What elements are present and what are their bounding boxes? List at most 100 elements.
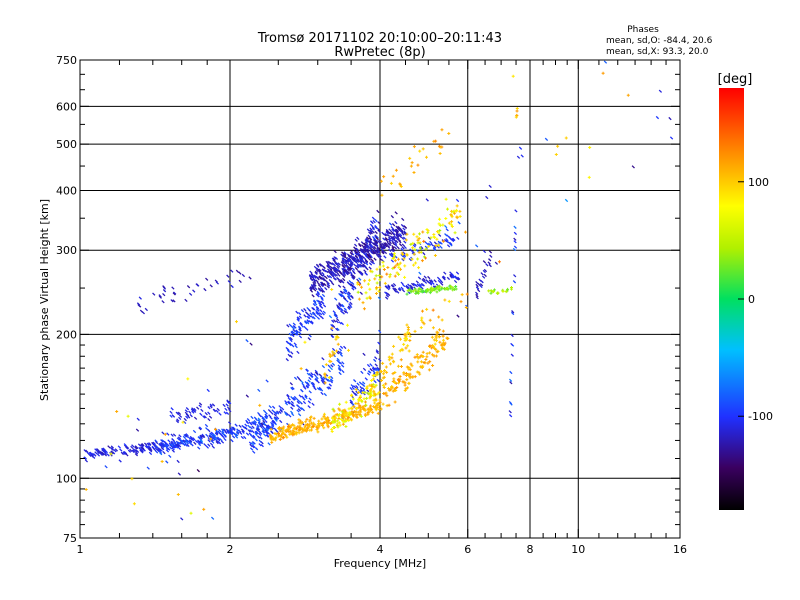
o-mode-point <box>170 407 174 411</box>
o-mode-point <box>273 416 278 420</box>
o-mode-point <box>197 439 201 443</box>
o-mode-point <box>226 274 230 278</box>
o-mode-point <box>364 253 368 257</box>
o-mode-point <box>246 418 251 422</box>
o-mode-point <box>185 413 190 417</box>
x-mode-point <box>425 307 429 311</box>
o-mode-point <box>224 407 228 412</box>
o-mode-point <box>513 274 517 278</box>
x-mode-point <box>403 333 407 337</box>
x-mode-point <box>437 144 441 148</box>
o-mode-point <box>146 466 150 470</box>
x-mode-point <box>357 391 361 395</box>
o-mode-point <box>303 308 307 312</box>
x-mode-point <box>387 403 391 407</box>
o-mode-point <box>439 241 443 245</box>
o-mode-point <box>147 442 152 447</box>
o-mode-point <box>343 291 347 295</box>
x-mode-point <box>419 360 423 364</box>
o-mode-point <box>393 239 397 243</box>
o-mode-point <box>349 249 354 253</box>
o-mode-point <box>252 420 256 425</box>
x-tick-label: 2 <box>227 543 234 556</box>
o-mode-point <box>376 246 381 250</box>
o-mode-point <box>256 425 260 430</box>
o-mode-point <box>86 451 90 455</box>
o-mode-point <box>423 275 427 279</box>
o-mode-point <box>377 255 382 259</box>
x-mode-point <box>492 290 496 294</box>
o-mode-point <box>344 255 348 260</box>
o-mode-point <box>294 330 298 334</box>
o-mode-point <box>315 308 320 312</box>
o-mode-point <box>338 321 342 325</box>
o-mode-point <box>249 443 253 448</box>
x-mode-point <box>383 281 387 285</box>
o-mode-point <box>256 423 260 428</box>
o-mode-point <box>323 282 327 287</box>
o-mode-point <box>313 387 317 391</box>
x-tick-label: 4 <box>377 543 384 556</box>
x-mode-point <box>331 350 335 354</box>
o-mode-point <box>512 247 517 252</box>
o-mode-point <box>418 271 422 276</box>
x-mode-point <box>336 342 340 346</box>
x-mode-point <box>292 429 296 433</box>
x-mode-point <box>397 272 401 276</box>
x-mode-point <box>273 438 277 442</box>
o-mode-point <box>225 411 230 415</box>
o-mode-point <box>144 307 148 312</box>
o-mode-point <box>336 327 340 331</box>
x-mode-point <box>417 250 421 254</box>
o-mode-point <box>312 278 316 282</box>
o-mode-point <box>439 245 443 249</box>
o-mode-point <box>350 295 354 299</box>
o-mode-point <box>336 265 340 270</box>
o-mode-point <box>158 294 162 298</box>
x-mode-point <box>357 399 361 403</box>
o-mode-point <box>366 363 371 368</box>
x-mode-point <box>355 415 359 419</box>
o-mode-point <box>179 441 183 445</box>
o-mode-point <box>342 274 346 278</box>
o-mode-point <box>393 246 398 250</box>
o-mode-point <box>219 438 223 442</box>
x-mode-point <box>304 420 308 424</box>
o-mode-point <box>477 282 481 287</box>
o-mode-point <box>310 320 314 324</box>
o-mode-point <box>230 429 234 434</box>
o-mode-point <box>290 400 295 405</box>
o-mode-point <box>271 405 276 409</box>
x-mode-point <box>363 409 367 413</box>
x-mode-point <box>126 414 130 418</box>
o-mode-point <box>130 445 134 450</box>
o-mode-point <box>351 276 355 280</box>
o-mode-point <box>455 271 460 275</box>
o-mode-point <box>314 377 319 382</box>
o-mode-point <box>330 375 334 380</box>
o-mode-point <box>176 418 180 422</box>
o-mode-point <box>355 249 360 253</box>
o-mode-point <box>171 447 175 451</box>
o-mode-point <box>402 251 406 255</box>
o-mode-point <box>347 305 352 309</box>
x-mode-point <box>325 417 329 421</box>
o-mode-point <box>218 432 222 436</box>
o-mode-point <box>298 377 302 382</box>
x-mode-point <box>396 364 400 368</box>
x-mode-point <box>413 355 417 359</box>
x-mode-point <box>366 282 370 286</box>
o-mode-point <box>193 441 197 445</box>
x-mode-point <box>352 410 356 414</box>
o-mode-point <box>289 337 293 341</box>
o-mode-point <box>313 283 317 287</box>
o-mode-point <box>421 283 425 287</box>
o-mode-point <box>361 264 366 268</box>
o-mode-point <box>475 286 480 290</box>
x-mode-point <box>399 365 403 369</box>
x-mode-point <box>437 243 441 247</box>
o-mode-point <box>336 276 340 281</box>
o-mode-point <box>255 427 259 431</box>
o-mode-point <box>388 222 393 226</box>
